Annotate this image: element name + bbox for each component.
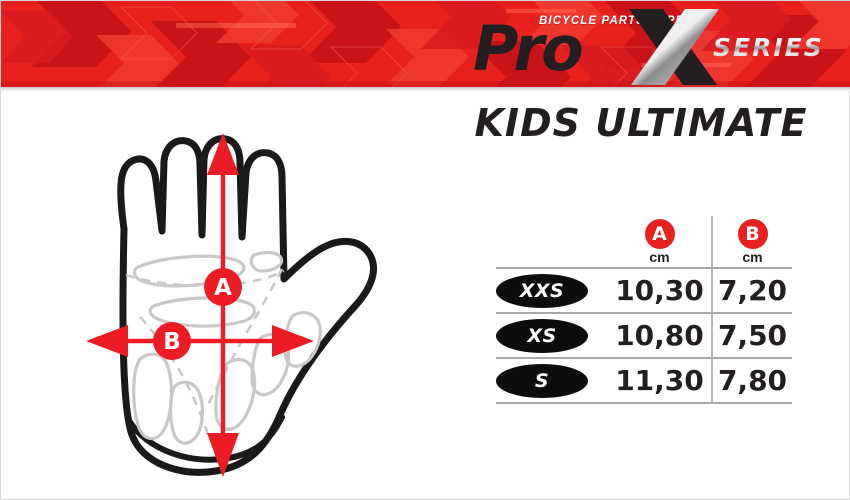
svg-text:B: B <box>163 329 181 355</box>
dimension-a-badge: A <box>644 219 675 249</box>
dimension-b-badge: B <box>737 219 768 249</box>
table-header-a: A cm <box>608 216 712 269</box>
brand-header-banner: BICYCLE PARTS EXPERT Pro SERIES <box>1 1 850 87</box>
header-divider <box>1 87 850 91</box>
dimension-a-unit: cm <box>649 249 670 265</box>
size-cell: XS <box>496 313 608 359</box>
size-table: A cm B cm XXS 10,30 7,20 <box>496 216 792 404</box>
table-row: XS 10,80 7,50 <box>496 313 792 359</box>
size-badge: XXS <box>496 273 588 308</box>
value-a: 10,80 <box>608 313 712 359</box>
table-row: S 11,30 7,80 <box>496 358 792 404</box>
glove-measurement-diagram: A B <box>86 133 377 477</box>
value-b: 7,50 <box>711 313 792 359</box>
size-badge: XS <box>496 318 588 353</box>
dimension-b-unit: cm <box>742 249 763 265</box>
brand-letter-x-icon <box>629 9 719 85</box>
table-header-size-blank <box>496 216 608 269</box>
size-cell: S <box>496 358 608 404</box>
size-badge: S <box>496 363 588 398</box>
measure-badge-b: B <box>153 322 191 360</box>
table-header-b: B cm <box>711 216 792 269</box>
series-badge: SERIES <box>713 33 824 62</box>
size-cell: XXS <box>496 268 608 314</box>
measure-arrow-b <box>86 325 314 357</box>
prox-logo: BICYCLE PARTS EXPERT Pro <box>473 5 727 85</box>
brand-name-pro: Pro <box>473 12 584 85</box>
value-a: 10,30 <box>608 268 712 314</box>
table-header-row: A cm B cm <box>496 216 792 269</box>
svg-text:A: A <box>214 275 232 301</box>
measure-badge-a: A <box>204 268 242 306</box>
page-title: KIDS ULTIMATE <box>474 101 808 145</box>
value-b: 7,80 <box>711 358 792 404</box>
value-b: 7,20 <box>711 268 792 314</box>
table-row: XXS 10,30 7,20 <box>496 268 792 314</box>
value-a: 11,30 <box>608 358 712 404</box>
